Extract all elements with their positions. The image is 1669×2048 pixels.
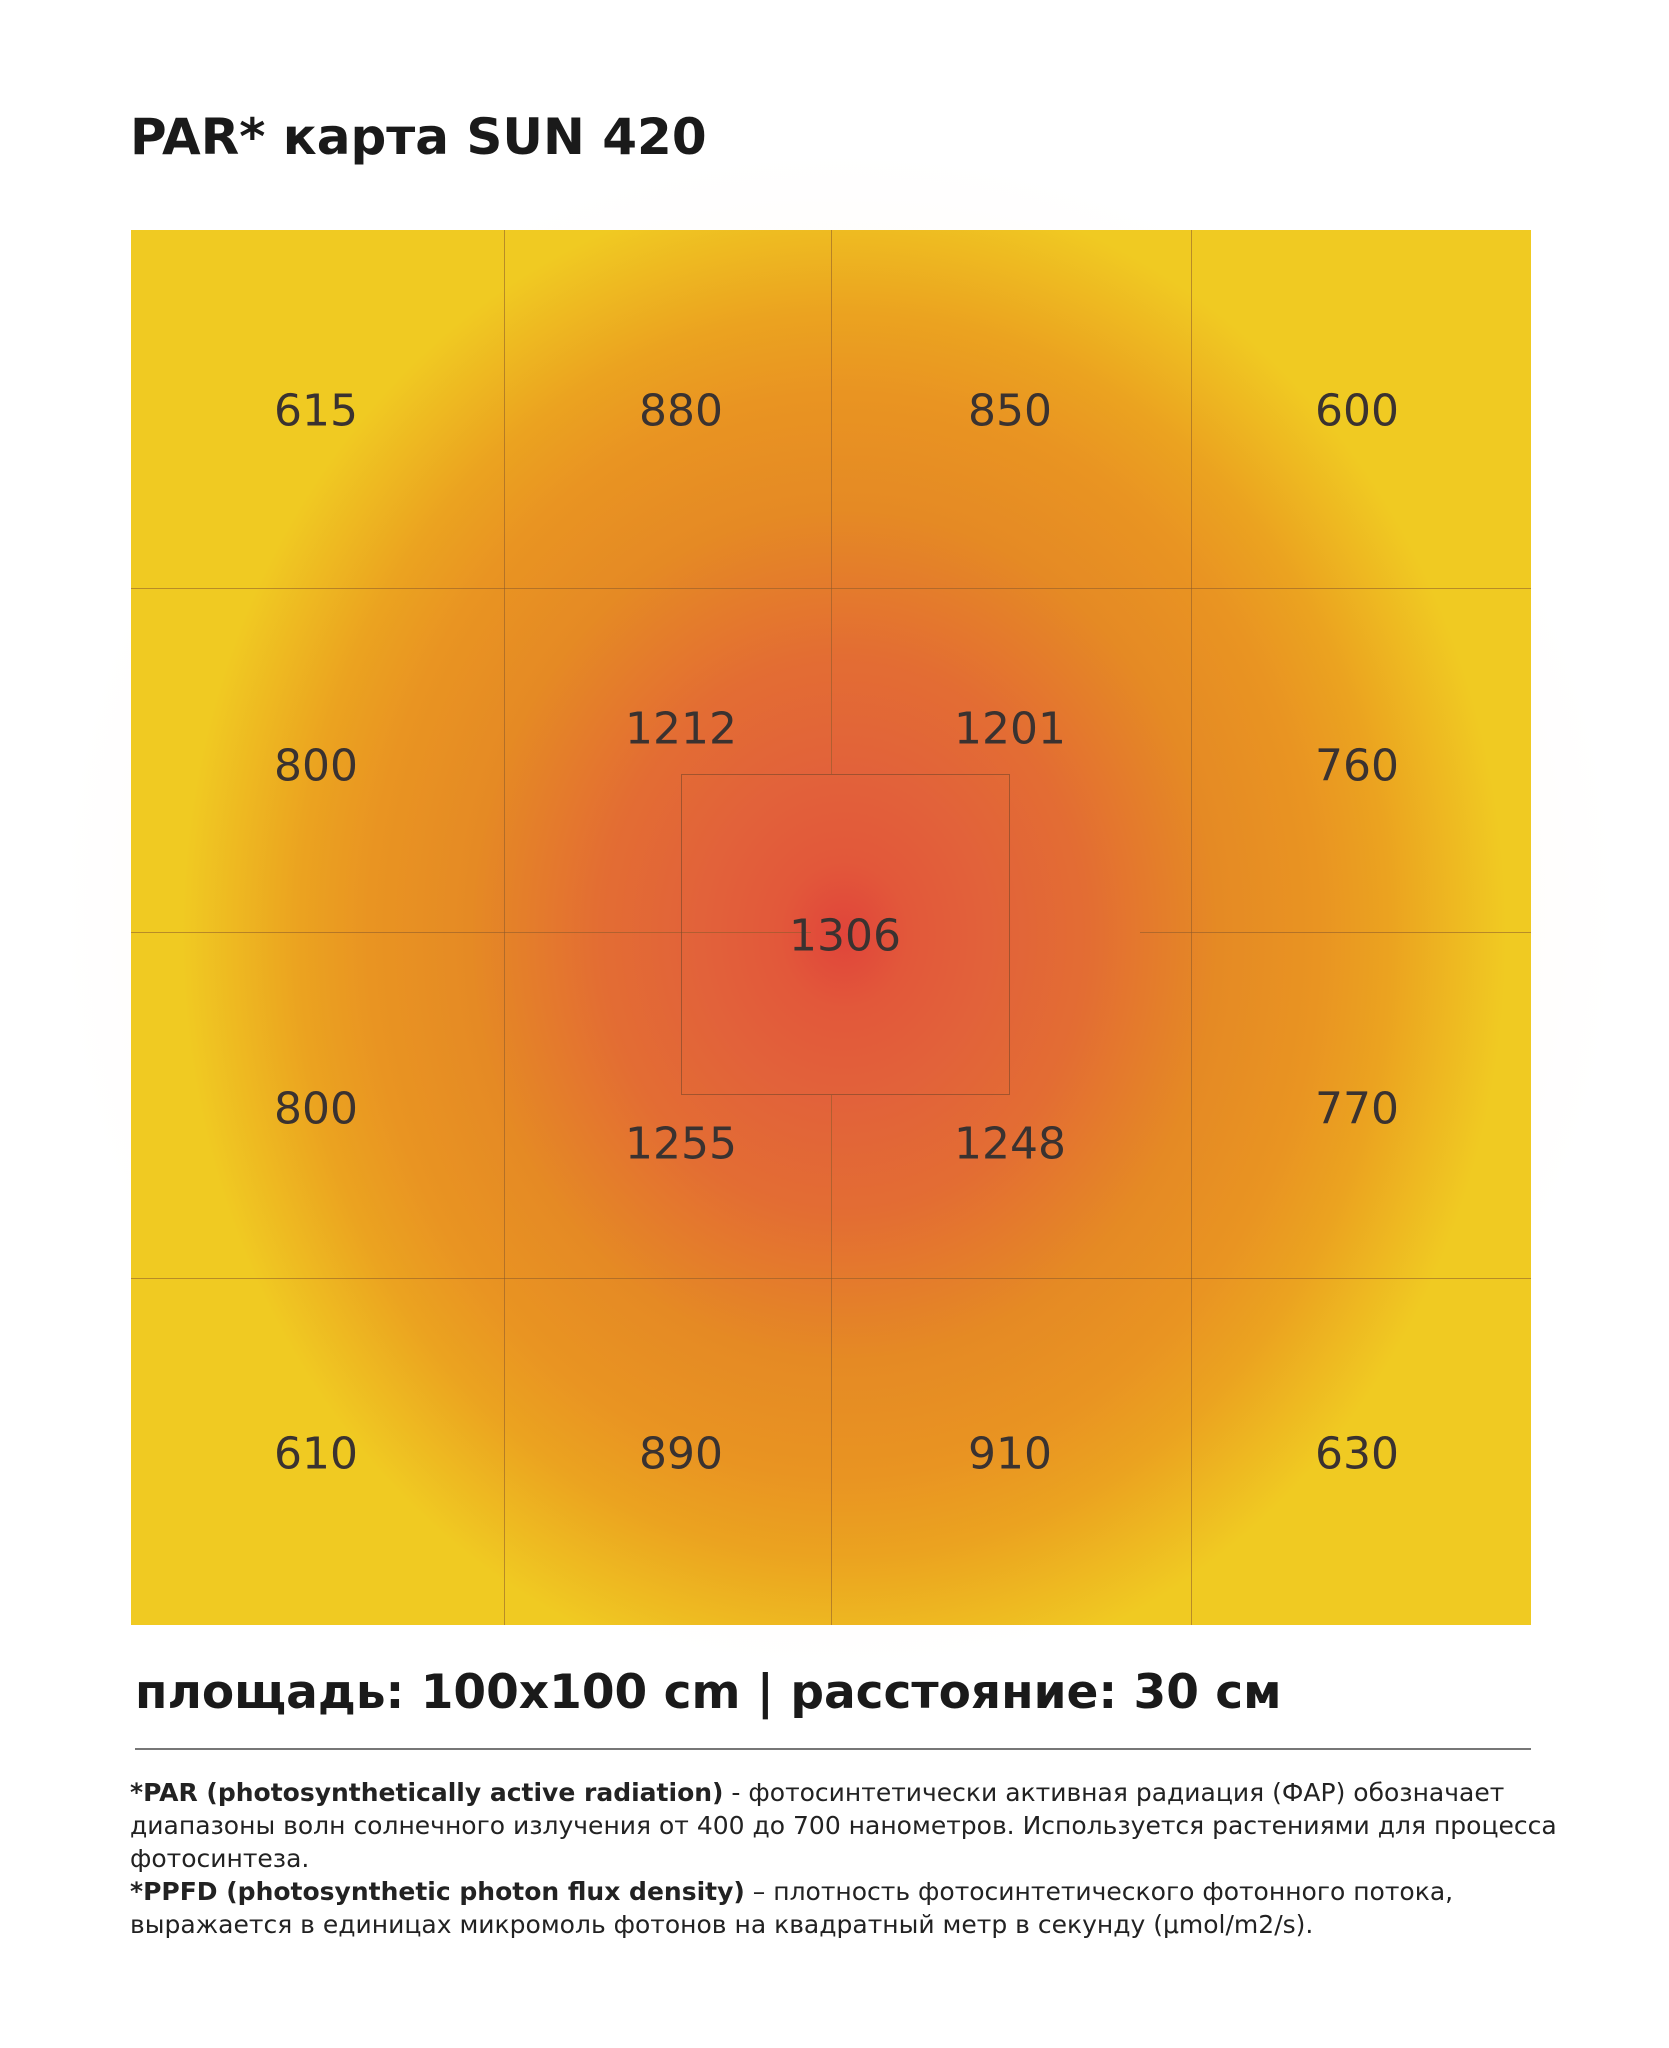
grid-line-v1 (504, 230, 505, 1625)
cell-value: 760 (1315, 740, 1399, 792)
divider (135, 1748, 1531, 1750)
grid-line-v2a (831, 230, 832, 774)
cell-value: 890 (639, 1428, 723, 1480)
cell-value: 850 (968, 385, 1052, 437)
ppfd-term: *PPFD (photosynthetic photon flux densit… (130, 1877, 745, 1906)
cell-value: 770 (1315, 1083, 1399, 1135)
ppfd-definition: – плотность фотосинтетического фотонного… (130, 1877, 1454, 1939)
cell-value: 1201 (954, 703, 1066, 755)
par-note: *PAR (photosynthetically active radiatio… (130, 1776, 1570, 1875)
grid-line-v2b (831, 1095, 832, 1625)
footnotes: *PAR (photosynthetically active radiatio… (130, 1776, 1570, 1941)
cell-value: 910 (968, 1428, 1052, 1480)
par-heatmap: 615 880 850 600 800 1212 1201 760 800 12… (131, 230, 1531, 1625)
ppfd-note: *PPFD (photosynthetic photon flux densit… (130, 1875, 1570, 1941)
area-distance-label: площадь: 100x100 cm | расстояние: 30 см (135, 1665, 1282, 1720)
cell-value: 1248 (954, 1118, 1066, 1170)
cell-value: 1255 (625, 1118, 737, 1170)
cell-value: 630 (1315, 1428, 1399, 1480)
grid-line-h2b (1140, 932, 1531, 933)
cell-value: 800 (274, 1083, 358, 1135)
grid-line-v3 (1191, 230, 1192, 1625)
grid-line-h2 (131, 932, 811, 933)
cell-value: 1212 (625, 703, 737, 755)
center-value: 1306 (789, 910, 901, 962)
cell-value: 615 (274, 385, 358, 437)
cell-value: 800 (274, 740, 358, 792)
cell-value: 880 (639, 385, 723, 437)
cell-value: 600 (1315, 385, 1399, 437)
par-term: *PAR (photosynthetically active radiatio… (130, 1778, 724, 1807)
page-title: PAR* карта SUN 420 (130, 108, 707, 166)
cell-value: 610 (274, 1428, 358, 1480)
par-definition: - фотосинтетически активная радиация (ФА… (130, 1778, 1557, 1873)
center-cell (681, 774, 1010, 1095)
